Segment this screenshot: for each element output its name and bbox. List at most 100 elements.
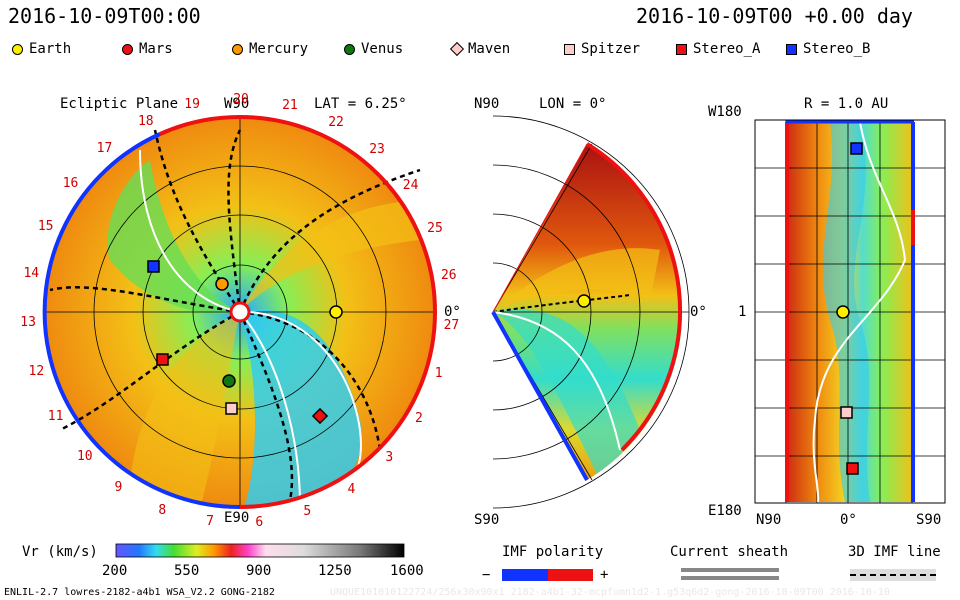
imf-label: IMF polarity (502, 544, 604, 560)
carrington-label: 11 (47, 408, 64, 424)
spitzer-marker (225, 402, 238, 415)
meridional-panel (491, 115, 690, 509)
carrington-label: 4 (347, 481, 356, 497)
circle-marker-icon (12, 43, 23, 55)
current-sheath-line-2 (681, 576, 779, 580)
colorbar-label: Vr (km/s) (22, 544, 98, 560)
imf-plus: + (600, 567, 609, 583)
carrington-label: 6 (255, 514, 264, 530)
carrington-label: 23 (369, 142, 385, 158)
cylindrical-top-left: W180 (708, 104, 742, 120)
carrington-label: 13 (20, 315, 36, 331)
cyl-spitzer-marker (840, 406, 853, 419)
colorbar-tick: 200 (102, 563, 128, 579)
meridional-top-label: N90 (474, 96, 500, 112)
stereo-a-marker (156, 353, 169, 366)
cylindrical-mid-left: 1 (738, 304, 747, 320)
carrington-label: 3 (385, 450, 394, 466)
imf-minus: − (482, 567, 491, 583)
carrington-label: 1 (434, 365, 443, 381)
meridional-right-label: 0° (690, 304, 707, 320)
imf3d-label: 3D IMF line (848, 544, 941, 560)
carrington-label: 14 (23, 265, 40, 281)
venus-marker (222, 374, 236, 388)
legend-label: Venus (361, 41, 404, 57)
circle-marker-icon (122, 43, 133, 55)
time-left: 2016-10-09T00:00 (8, 4, 201, 28)
legend-item-mercury: Mercury (232, 40, 308, 58)
carrington-label: 8 (158, 502, 167, 518)
circle-marker-icon (344, 43, 355, 55)
legend-item-venus: Venus (344, 40, 403, 58)
legend-label: Maven (468, 41, 511, 57)
carrington-label: 24 (402, 178, 419, 194)
carrington-label: 16 (62, 176, 79, 192)
carrington-label: 15 (37, 218, 54, 234)
legend-item-maven: Maven (449, 40, 511, 58)
carrington-label: 19 (184, 97, 200, 113)
ecliptic-plane-panel (42, 114, 437, 510)
legend-label: Earth (29, 41, 72, 57)
cyl-stereo-a-marker (846, 462, 859, 475)
carrington-label: 20 (233, 92, 249, 107)
sheath-label: Current sheath (670, 544, 789, 560)
carrington-label: 17 (96, 140, 113, 156)
ecliptic-bottom-label: E90 (224, 510, 250, 526)
legend-item-stereo-b: Stereo_B (786, 40, 870, 58)
imf-positive-bar (548, 569, 593, 581)
cylindrical-x-left: N90 (756, 512, 782, 528)
legend-item-stereo-a: Stereo_A (676, 40, 760, 58)
cyl-earth-marker (836, 305, 850, 319)
carrington-label: 5 (303, 503, 312, 519)
legend-item-mars: Mars (122, 40, 173, 58)
legend-label: Mercury (249, 41, 309, 57)
footer-left: ENLIL-2.7 lowres-2182-a4b1 WSA_V2.2 GONG… (4, 587, 275, 598)
cylindrical-panel (754, 119, 946, 504)
ecliptic-title: Ecliptic Plane (60, 96, 179, 112)
legend-item-earth: Earth (12, 40, 71, 58)
carrington-label: 21 (282, 98, 298, 113)
legend-label: Mars (139, 41, 173, 57)
carrington-label: 7 (206, 514, 214, 530)
mars-marker (311, 407, 329, 425)
carrington-label: 22 (328, 115, 344, 131)
carrington-label: 27 (443, 317, 460, 333)
carrington-label: 9 (114, 480, 123, 496)
time-right: 2016-10-09T00 +0.00 day (636, 4, 913, 28)
cylindrical-x-right: S90 (916, 512, 942, 528)
meridional-earth-marker (577, 294, 591, 308)
cylindrical-title: R = 1.0 AU (804, 96, 889, 112)
square-marker-icon (564, 43, 575, 55)
cyl-stereo-b-marker (850, 142, 863, 155)
meridional-bottom-label: S90 (474, 512, 500, 528)
legend-label: Stereo_A (693, 41, 761, 57)
velocity-colorbar (115, 543, 405, 558)
legend-label: Spitzer (581, 41, 641, 57)
imf-negative-bar (502, 569, 548, 581)
carrington-label: 10 (76, 448, 93, 464)
carrington-label: 2 (414, 411, 423, 427)
colorbar-tick: 900 (246, 563, 272, 579)
cylindrical-x-mid: 0° (840, 512, 857, 528)
meridional-title: LON = 0° (539, 96, 607, 112)
footer-right: UNQUE101010122724/256x30x90x1 2182-a4b1-… (330, 587, 890, 598)
square-marker-icon (676, 43, 687, 55)
colorbar-tick: 1600 (390, 563, 424, 579)
stereo-b-marker (147, 260, 160, 273)
ecliptic-right-label: 0° (444, 304, 461, 320)
mercury-marker (215, 277, 229, 291)
ecliptic-top-label: W90 (224, 96, 250, 112)
square-marker-icon (786, 43, 797, 55)
current-sheath-line-1 (681, 568, 779, 572)
carrington-label: 25 (427, 221, 443, 237)
cylindrical-bottom-left: E180 (708, 503, 742, 519)
colorbar-tick: 550 (174, 563, 200, 579)
legend-label: Stereo_B (803, 41, 871, 57)
ecliptic-lat: LAT = 6.25° (314, 96, 407, 112)
earth-marker (329, 305, 343, 319)
circle-marker-icon (232, 43, 243, 55)
carrington-label: 12 (28, 363, 45, 379)
colorbar-tick: 1250 (318, 563, 352, 579)
carrington-label: 26 (440, 268, 457, 284)
